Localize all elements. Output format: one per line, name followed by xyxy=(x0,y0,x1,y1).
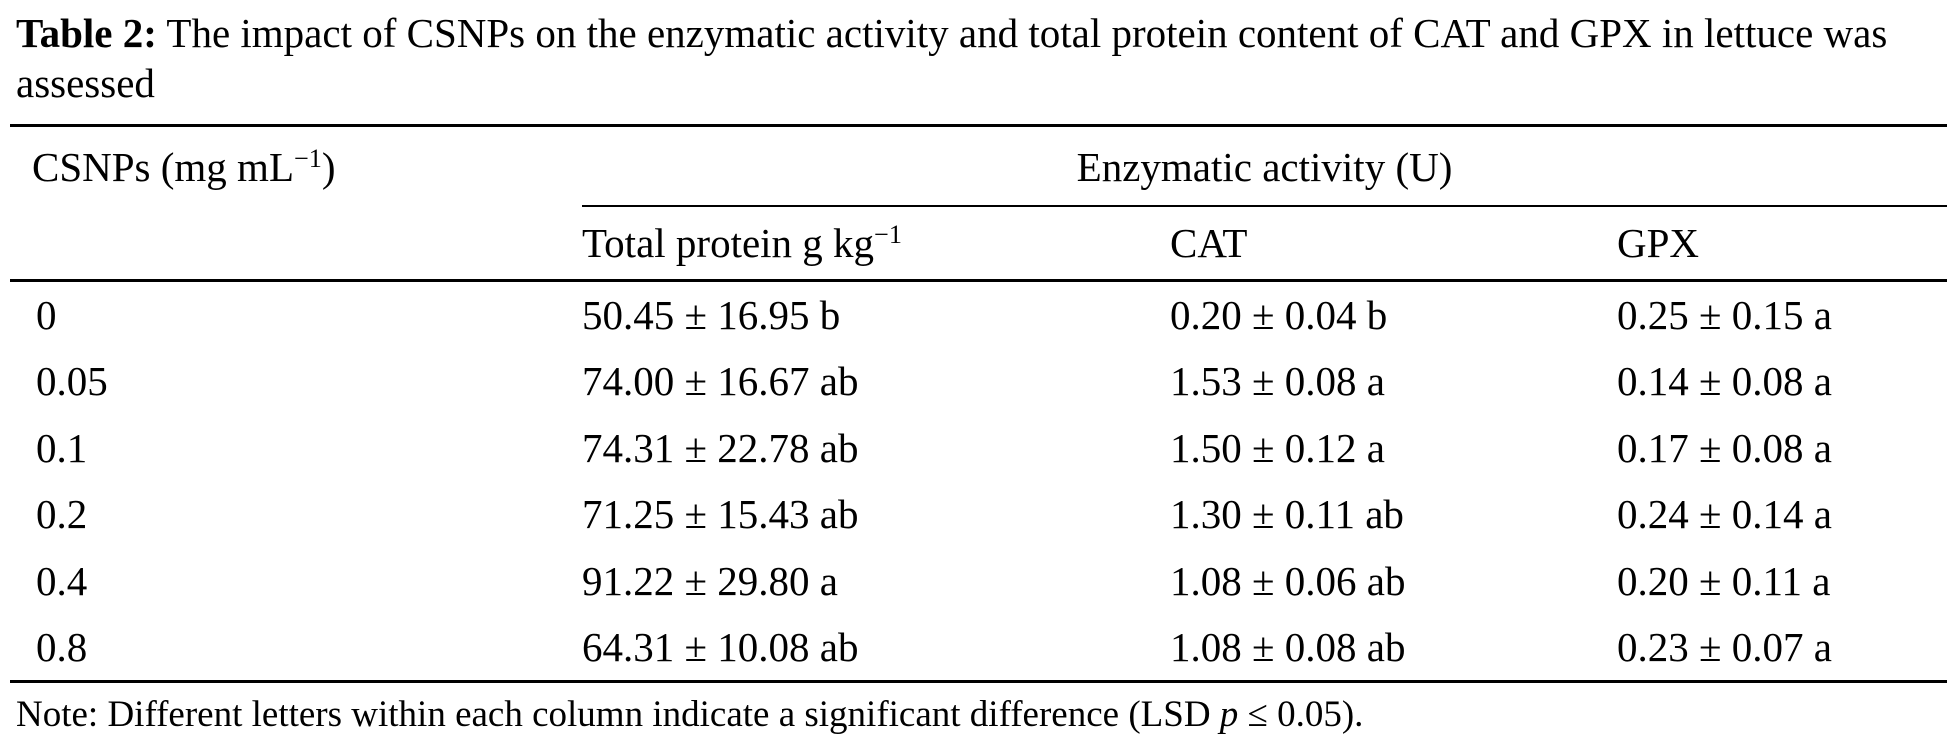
table-row: 0 50.45 ± 16.95 b 0.20 ± 0.04 b 0.25 ± 0… xyxy=(10,281,1947,349)
cat-cell: 1.53 ± 0.08 a xyxy=(1170,358,1385,405)
gpx-cell: 0.25 ± 0.15 a xyxy=(1617,292,1832,339)
csnps-header-text: CSNPs (mg mL xyxy=(32,144,294,191)
gpx-cell: 0.24 ± 0.14 a xyxy=(1617,491,1832,538)
table-row: 0.8 64.31 ± 10.08 ab 1.08 ± 0.08 ab 0.23… xyxy=(10,614,1947,682)
results-table: CSNPs (mg mL−1) Enzymatic activity (U) T… xyxy=(10,124,1948,684)
cat-cell: 1.08 ± 0.08 ab xyxy=(1170,623,1406,670)
col-header-csnps: CSNPs (mg mL−1) xyxy=(10,125,582,283)
col-header-cat: CAT xyxy=(1170,206,1617,283)
cat-cell: 1.50 ± 0.12 a xyxy=(1170,424,1385,471)
cat-cell: 1.30 ± 0.11 ab xyxy=(1170,491,1404,538)
dose-cell: 0.8 xyxy=(36,623,88,670)
dose-cell: 0.4 xyxy=(36,557,88,604)
note-p-symbol: p xyxy=(1219,694,1239,736)
total-protein-header-superscript: −1 xyxy=(874,219,902,249)
protein-cell: 91.22 ± 29.80 a xyxy=(582,557,838,604)
table-row: 0.4 91.22 ± 29.80 a 1.08 ± 0.06 ab 0.20 … xyxy=(10,548,1947,614)
gpx-cell: 0.23 ± 0.07 a xyxy=(1617,623,1832,670)
cat-cell: 1.08 ± 0.06 ab xyxy=(1170,557,1406,604)
cat-cell: 0.20 ± 0.04 b xyxy=(1170,292,1388,339)
csnps-header-paren: ) xyxy=(321,144,336,191)
protein-cell: 50.45 ± 16.95 b xyxy=(582,292,841,339)
dose-cell: 0.05 xyxy=(36,358,108,405)
dose-cell: 0.2 xyxy=(36,491,88,538)
subheader-row: Total protein g kg−1 CAT GPX xyxy=(10,206,1948,283)
table-note: Note: Different letters within each colu… xyxy=(16,693,1941,737)
csnps-header-superscript: −1 xyxy=(294,143,322,173)
table-caption-label: Table 2: xyxy=(16,10,157,56)
table-caption: Table 2: The impact of CSNPs on the enzy… xyxy=(16,8,1941,108)
note-suffix: ≤ 0.05). xyxy=(1238,694,1364,736)
group-header-enzymatic-activity: Enzymatic activity (U) xyxy=(582,125,1948,208)
col-header-total-protein: Total protein g kg−1 xyxy=(582,206,1170,283)
col-header-gpx: GPX xyxy=(1617,206,1948,283)
protein-cell: 71.25 ± 15.43 ab xyxy=(582,491,859,538)
dose-cell: 0 xyxy=(36,292,57,339)
note-prefix: Note: Different letters within each colu… xyxy=(16,694,1220,736)
gpx-cell: 0.17 ± 0.08 a xyxy=(1617,424,1832,471)
total-protein-header-text: Total protein g kg xyxy=(582,220,875,267)
dose-cell: 0.1 xyxy=(36,424,88,471)
table-row: 0.2 71.25 ± 15.43 ab 1.30 ± 0.11 ab 0.24… xyxy=(10,481,1947,547)
group-header-row: CSNPs (mg mL−1) Enzymatic activity (U) xyxy=(10,125,1948,283)
table-row: 0.05 74.00 ± 16.67 ab 1.53 ± 0.08 a 0.14… xyxy=(10,348,1947,414)
gpx-cell: 0.20 ± 0.11 a xyxy=(1617,557,1831,604)
table-caption-text: The impact of CSNPs on the enzymatic act… xyxy=(16,10,1888,107)
gpx-cell: 0.14 ± 0.08 a xyxy=(1617,358,1832,405)
protein-cell: 64.31 ± 10.08 ab xyxy=(582,623,859,670)
protein-cell: 74.31 ± 22.78 ab xyxy=(582,424,859,471)
table-row: 0.1 74.31 ± 22.78 ab 1.50 ± 0.12 a 0.17 … xyxy=(10,415,1947,481)
protein-cell: 74.00 ± 16.67 ab xyxy=(582,358,859,405)
